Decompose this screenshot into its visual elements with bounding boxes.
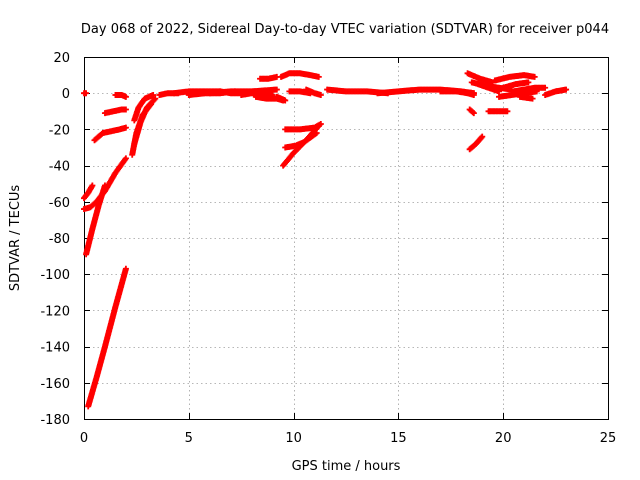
data-point [83,90,90,97]
series-arc-23 [303,86,324,99]
series-arc-20 [257,73,280,82]
data-point [479,133,486,140]
series-arc-41 [516,93,536,102]
x-tick-label: 10 [285,431,302,446]
data-point [122,265,129,272]
y-tick-labels: -180 -160 -140 -120 -100 -80 -60 -40 -20 0 20 [40,51,70,428]
y-tick-label: -100 [40,268,70,283]
series-arc-21 [278,70,322,80]
data-point [101,182,108,189]
x-tick-label: 0 [80,431,88,446]
data-point [89,182,96,189]
series-arc-18 [252,93,287,104]
data-point [563,86,570,93]
grid [84,57,608,419]
chart-title: Day 068 of 2022, Sidereal Day-to-day VTE… [81,22,609,37]
data-point [504,108,511,115]
y-tick-label: -140 [40,341,70,356]
data-point [525,79,532,86]
data-point [470,110,477,117]
data-point [315,73,322,80]
data-point [315,122,322,129]
x-tick-label: 15 [390,431,407,446]
data-point [282,97,289,104]
series-arc-37 [491,72,538,84]
y-tick-label: -60 [49,196,70,211]
series-arc-07 [112,92,129,100]
data-point [542,84,549,91]
x-tick-label: 5 [185,431,193,446]
series-arc-32 [466,106,477,117]
series-arc-05 [91,124,129,144]
y-tick-label: -160 [40,377,70,392]
data-point [122,106,129,113]
y-tick-label: -180 [40,413,70,428]
series-arc-02 [81,182,96,202]
series-arc-10 [131,95,159,147]
x-axis-label: GPS time / hours [292,459,401,474]
y-tick-label: 0 [62,87,70,102]
series-arc-11 [131,92,157,124]
plot-frame [84,57,609,420]
series-arc-30 [454,88,477,99]
y-axis-label: SDTVAR / TECUs [8,185,23,292]
data-point [531,73,538,80]
x-tick-labels: 0 5 10 15 20 25 [80,431,616,446]
series-arc-09 [129,101,155,158]
series-arc-04 [85,265,129,410]
y-tick-label: -120 [40,304,70,319]
y-tick-label: -80 [49,232,70,247]
x-tick-label: 20 [495,431,512,446]
data-point [496,88,503,95]
data-point [122,124,129,131]
data-point [469,109,476,116]
series-arc-08 [81,90,90,97]
data-point [317,92,324,99]
series-arc-26 [282,130,320,151]
series-arc-42 [542,86,570,99]
data-point [122,155,129,162]
data-series [81,70,570,410]
y-tick-label: -20 [49,123,70,138]
series-arc-19 [273,93,289,104]
y-tick-label: -40 [49,160,70,175]
series-arc-17 [217,88,245,97]
data-point [529,95,536,102]
data-point [273,86,280,93]
data-point [122,93,129,100]
data-point [313,130,320,137]
data-point [150,92,157,99]
series-arc-06 [101,106,129,117]
series-arc-33 [485,108,511,115]
data-point [152,95,159,102]
series-arc-36 [475,81,503,95]
series-arc-03 [83,182,108,258]
y-tick-label: 20 [53,51,70,66]
x-tick-label: 25 [600,431,617,446]
series-arc-40 [510,84,549,95]
data-point [238,90,245,97]
data-point [151,96,158,103]
series-arc-39 [500,79,532,91]
data-point [470,92,477,99]
series-arc-31 [466,133,486,153]
